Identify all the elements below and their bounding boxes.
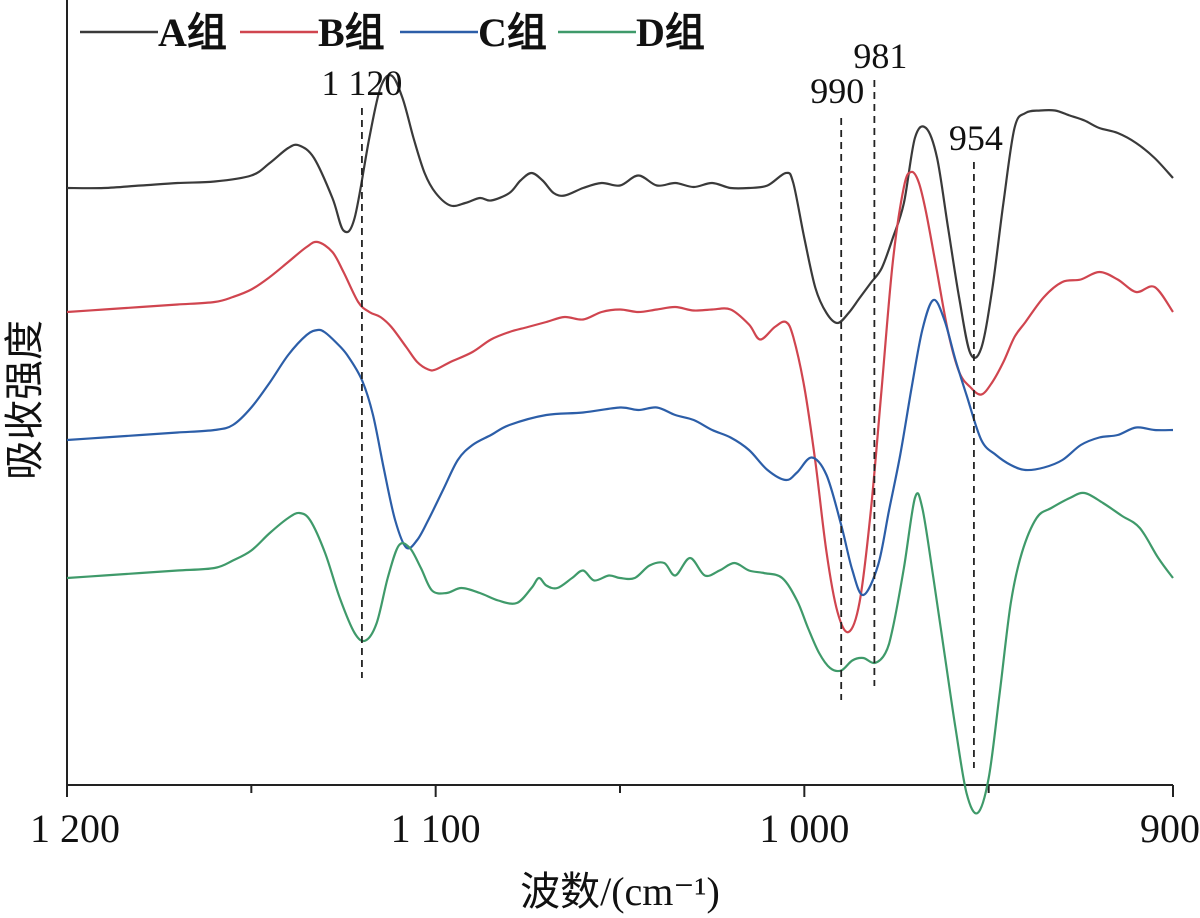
legend-label: D组 [636,10,705,55]
peak-label: 954 [949,118,1003,158]
series-group [66,74,1174,815]
series-line-1 [66,74,1174,359]
peak-label: 981 [853,36,907,76]
x-tick-label: 1 000 [759,806,849,851]
series-line-4 [66,491,1174,815]
x-tick-label: 1 100 [391,806,481,851]
x-tick-label: 1 200 [30,806,120,851]
series-line-3 [66,298,1174,597]
axes: 1 200 1 100 1 000 900 [30,0,1200,851]
legend-label: A组 [158,10,227,55]
x-axis-title: 波数/(cm⁻¹) [520,869,720,914]
y-axis-title: 吸收强度 [2,320,47,480]
legend: A组 B组 C组 D组 [80,10,705,55]
peak-label: 990 [810,71,864,111]
legend-label: C组 [478,10,547,55]
series-line-2 [66,170,1174,634]
legend-label: B组 [318,10,385,55]
x-tick-label: 900 [1140,806,1200,851]
peak-label: 1 120 [321,63,402,103]
